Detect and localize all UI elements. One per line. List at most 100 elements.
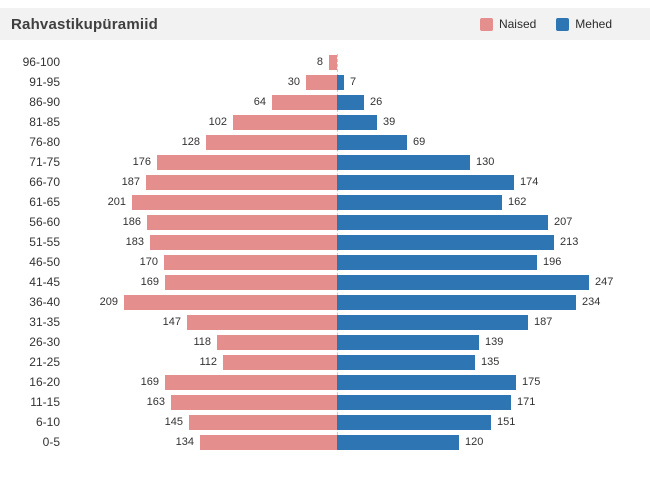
naised-zone: 112 [64,354,337,370]
naised-value-label: 163 [146,396,165,408]
naised-bar[interactable] [272,94,337,110]
legend-item-naised[interactable]: Naised [479,17,536,31]
mehed-bar[interactable] [337,114,377,130]
naised-bar[interactable] [150,234,337,250]
pyramid-row: 61-65 201 162 [0,192,650,212]
naised-value-label: 183 [125,236,144,248]
naised-value-label: 8 [316,56,323,68]
pyramid-row: 76-80 128 69 [0,132,650,152]
mehed-bar[interactable] [337,354,475,370]
age-axis-label: 41-45 [29,275,60,289]
naised-bar[interactable] [164,254,337,270]
mehed-bar[interactable] [337,174,514,190]
age-axis-label: 91-95 [29,75,60,89]
age-axis-label: 46-50 [29,255,60,269]
mehed-zone: 120 [337,434,650,450]
naised-bar[interactable] [187,314,337,330]
mehed-bar[interactable] [337,74,344,90]
naised-bar[interactable] [233,114,337,130]
naised-bar[interactable] [223,354,337,370]
age-axis-label: 21-25 [29,355,60,369]
naised-bar[interactable] [171,394,337,410]
mehed-bar[interactable] [337,234,554,250]
naised-bar[interactable] [147,214,337,230]
pyramid-row: 6-10 145 151 [0,412,650,432]
naised-bar[interactable] [124,294,337,310]
naised-zone: 8 [64,54,337,70]
naised-zone: 187 [64,174,337,190]
mehed-zone: 151 [337,414,650,430]
mehed-value-label: 135 [481,356,500,368]
mehed-value-label: 174 [520,176,539,188]
legend-item-mehed[interactable]: Mehed [556,17,612,31]
naised-value-label: 102 [208,116,227,128]
mehed-value-label: 26 [370,96,383,108]
mehed-bar[interactable] [337,194,502,210]
mehed-bar[interactable] [337,154,470,170]
pyramid-row: 46-50 170 196 [0,252,650,272]
mehed-zone: 139 [337,334,650,350]
naised-value-label: 186 [122,216,141,228]
naised-zone: 118 [64,334,337,350]
mehed-bar[interactable] [337,414,491,430]
age-axis-label: 71-75 [29,155,60,169]
mehed-bar[interactable] [337,434,459,450]
naised-bar[interactable] [146,174,337,190]
naised-zone: 169 [64,374,337,390]
age-axis-label: 81-85 [29,115,60,129]
naised-value-label: 118 [193,336,211,348]
age-axis-label: 16-20 [29,375,60,389]
naised-bar[interactable] [200,434,337,450]
mehed-bar[interactable] [337,334,479,350]
naised-value-label: 128 [181,136,200,148]
naised-zone: 170 [64,254,337,270]
mehed-zone: 247 [337,274,650,290]
pyramid-row: 41-45 169 247 [0,272,650,292]
mehed-bar[interactable] [337,314,528,330]
age-axis-label: 56-60 [29,215,60,229]
naised-value-label: 170 [139,256,158,268]
pyramid-row: 0-5 134 120 [0,432,650,452]
naised-bar[interactable] [189,414,337,430]
naised-bar[interactable] [165,374,337,390]
pyramid-row: 11-15 163 171 [0,392,650,412]
mehed-value-label: 151 [497,416,516,428]
mehed-bar[interactable] [337,214,548,230]
naised-zone: 169 [64,274,337,290]
age-axis-label: 6-10 [35,415,60,429]
mehed-value-label: 247 [595,276,614,288]
naised-bar[interactable] [157,154,337,170]
pyramid-row: 31-35 147 187 [0,312,650,332]
mehed-bar[interactable] [337,254,537,270]
naised-value-label: 169 [140,276,159,288]
age-axis-label: 76-80 [29,135,60,149]
naised-value-label: 187 [121,176,140,188]
naised-bar[interactable] [217,334,337,350]
naised-zone: 183 [64,234,337,250]
naised-value-label: 112 [199,356,217,368]
mehed-zone: 196 [337,254,650,270]
naised-bar[interactable] [165,274,337,290]
age-axis-label: 96-100 [22,55,60,69]
mehed-bar[interactable] [337,374,516,390]
naised-value-label: 209 [99,296,118,308]
naised-value-label: 147 [162,316,181,328]
mehed-zone: 135 [337,354,650,370]
naised-bar[interactable] [329,54,337,70]
naised-bar[interactable] [206,134,337,150]
mehed-zone: 234 [337,294,650,310]
naised-bar[interactable] [306,74,337,90]
mehed-bar[interactable] [337,134,407,150]
mehed-bar[interactable] [337,294,576,310]
naised-zone: 102 [64,114,337,130]
mehed-bar[interactable] [337,394,511,410]
naised-zone: 145 [64,414,337,430]
mehed-value-label: 7 [350,76,357,88]
naised-value-label: 145 [164,416,183,428]
mehed-value-label: 120 [465,436,484,448]
naised-value-label: 30 [287,76,300,88]
mehed-bar[interactable] [337,274,589,290]
naised-bar[interactable] [132,194,337,210]
pyramid-row: 51-55 183 213 [0,232,650,252]
mehed-bar[interactable] [337,94,364,110]
